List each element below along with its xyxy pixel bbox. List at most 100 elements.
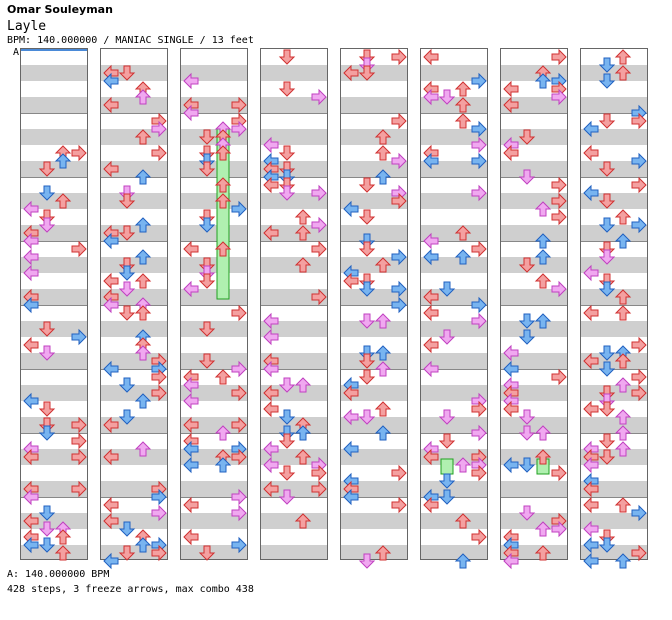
left-arrow bbox=[583, 304, 599, 322]
up-arrow bbox=[54, 153, 72, 169]
left-arrow bbox=[503, 400, 519, 418]
down-arrow bbox=[278, 49, 296, 65]
up-arrow bbox=[294, 225, 312, 241]
left-arrow bbox=[583, 352, 599, 370]
right-arrow bbox=[231, 120, 247, 138]
left-arrow bbox=[263, 360, 279, 378]
up-arrow bbox=[454, 113, 472, 129]
down-arrow bbox=[598, 161, 616, 177]
up-arrow bbox=[134, 129, 152, 145]
up-arrow bbox=[614, 65, 632, 81]
left-arrow bbox=[103, 72, 119, 90]
up-arrow bbox=[54, 193, 72, 209]
right-arrow bbox=[311, 480, 327, 498]
start-line bbox=[21, 49, 87, 51]
up-arrow bbox=[374, 257, 392, 273]
left-arrow bbox=[583, 536, 599, 554]
right-arrow bbox=[311, 184, 327, 202]
left-arrow bbox=[23, 200, 39, 218]
measure-line bbox=[181, 369, 247, 370]
down-arrow bbox=[38, 321, 56, 337]
note-layer bbox=[503, 48, 567, 570]
left-arrow bbox=[343, 408, 359, 426]
left-arrow bbox=[423, 304, 439, 322]
measure-line bbox=[181, 113, 247, 114]
up-arrow bbox=[534, 425, 552, 441]
measure-line bbox=[261, 305, 327, 306]
left-arrow bbox=[103, 160, 119, 178]
down-arrow bbox=[198, 129, 216, 145]
left-arrow bbox=[263, 136, 279, 154]
up-arrow bbox=[294, 425, 312, 441]
up-arrow bbox=[294, 377, 312, 393]
right-arrow bbox=[311, 464, 327, 482]
down-arrow bbox=[598, 433, 616, 449]
up-arrow bbox=[294, 209, 312, 225]
down-arrow bbox=[38, 425, 56, 441]
right-arrow bbox=[151, 368, 167, 386]
left-arrow bbox=[423, 248, 439, 266]
right-arrow bbox=[231, 360, 247, 378]
up-arrow bbox=[54, 545, 72, 561]
up-arrow bbox=[534, 545, 552, 561]
left-arrow bbox=[503, 96, 519, 114]
up-arrow bbox=[134, 345, 152, 361]
left-arrow bbox=[343, 488, 359, 506]
right-arrow bbox=[311, 288, 327, 306]
up-arrow bbox=[534, 521, 552, 537]
right-arrow bbox=[471, 312, 487, 330]
down-arrow bbox=[358, 177, 376, 193]
up-arrow bbox=[294, 257, 312, 273]
bpm-summary: A: 140.000000 BPM bbox=[7, 569, 110, 580]
right-arrow bbox=[631, 216, 647, 234]
up-arrow bbox=[454, 249, 472, 265]
up-arrow bbox=[134, 249, 152, 265]
right-arrow bbox=[231, 448, 247, 466]
measure-line bbox=[341, 433, 407, 434]
right-arrow bbox=[71, 240, 87, 258]
right-arrow bbox=[471, 240, 487, 258]
left-arrow bbox=[343, 272, 359, 290]
measure-line bbox=[581, 305, 647, 306]
right-arrow bbox=[551, 176, 567, 194]
left-arrow bbox=[23, 248, 39, 266]
up-arrow bbox=[134, 441, 152, 457]
up-arrow bbox=[374, 425, 392, 441]
left-arrow bbox=[503, 456, 519, 474]
down-arrow bbox=[598, 217, 616, 233]
left-arrow bbox=[103, 272, 119, 290]
measure-line bbox=[101, 433, 167, 434]
left-arrow bbox=[183, 72, 199, 90]
up-arrow bbox=[374, 401, 392, 417]
right-arrow bbox=[151, 544, 167, 562]
down-arrow bbox=[438, 281, 456, 297]
left-arrow bbox=[23, 488, 39, 506]
right-arrow bbox=[391, 280, 407, 298]
right-arrow bbox=[631, 384, 647, 402]
up-arrow bbox=[374, 145, 392, 161]
down-arrow bbox=[118, 225, 136, 241]
measure-line bbox=[101, 305, 167, 306]
right-arrow bbox=[311, 216, 327, 234]
down-arrow bbox=[38, 521, 56, 537]
down-arrow bbox=[358, 369, 376, 385]
down-arrow bbox=[518, 505, 536, 521]
up-arrow bbox=[214, 177, 232, 193]
right-arrow bbox=[391, 296, 407, 314]
left-arrow bbox=[423, 288, 439, 306]
left-arrow bbox=[503, 552, 519, 570]
left-arrow bbox=[183, 280, 199, 298]
down-arrow bbox=[598, 193, 616, 209]
right-arrow bbox=[551, 192, 567, 210]
left-arrow bbox=[263, 312, 279, 330]
left-arrow bbox=[503, 344, 519, 362]
down-arrow bbox=[518, 329, 536, 345]
up-arrow bbox=[294, 449, 312, 465]
down-arrow bbox=[598, 73, 616, 89]
down-arrow bbox=[118, 65, 136, 81]
left-arrow bbox=[183, 496, 199, 514]
right-arrow bbox=[151, 144, 167, 162]
up-arrow bbox=[214, 457, 232, 473]
left-arrow bbox=[183, 528, 199, 546]
measure-line bbox=[101, 113, 167, 114]
